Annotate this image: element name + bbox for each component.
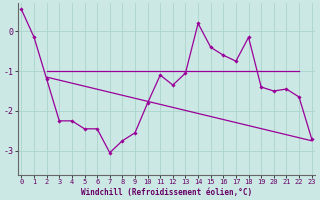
X-axis label: Windchill (Refroidissement éolien,°C): Windchill (Refroidissement éolien,°C) <box>81 188 252 197</box>
